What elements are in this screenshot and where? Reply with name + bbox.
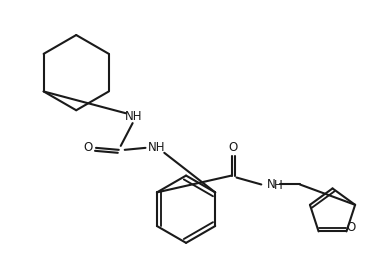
Text: O: O: [83, 141, 93, 154]
Text: O: O: [346, 221, 356, 233]
Text: O: O: [228, 141, 237, 154]
Text: NH: NH: [147, 141, 165, 154]
Text: N: N: [267, 178, 276, 191]
Text: H: H: [274, 179, 283, 192]
Text: NH: NH: [125, 110, 142, 123]
